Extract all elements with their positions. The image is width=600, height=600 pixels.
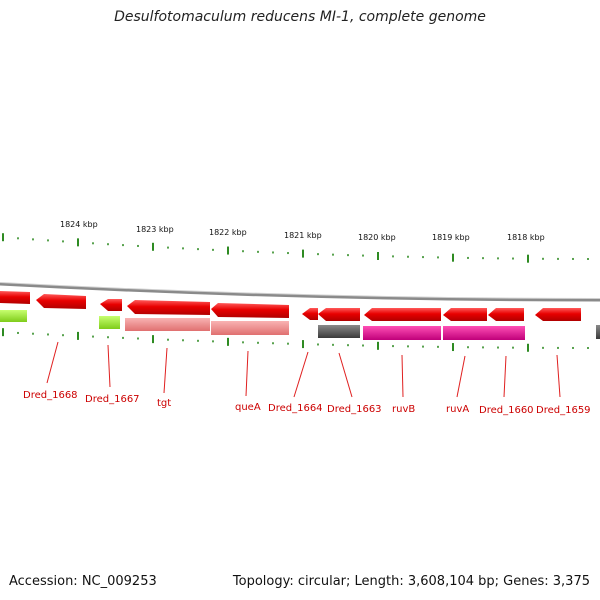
scale-ticks-top (2, 233, 589, 263)
genome-backbone (0, 282, 600, 302)
gene-label[interactable]: Dred_1663 (327, 404, 382, 415)
kbp-label: 1824 kbp (60, 220, 98, 229)
gene-arrow[interactable] (535, 308, 581, 321)
kbp-label: 1818 kbp (507, 233, 545, 242)
gene-box[interactable] (443, 326, 525, 340)
gene-arrow[interactable] (302, 308, 318, 320)
accession-label: Accession: NC_009253 (9, 574, 157, 589)
gene-arrow[interactable] (127, 300, 210, 315)
label-leaders (46, 341, 561, 398)
genome-stats-label: Topology: circular; Length: 3,608,104 bp… (232, 574, 590, 589)
gene-arrow[interactable] (364, 308, 441, 321)
page-title: Desulfotomaculum reducens MI-1, complete… (114, 9, 486, 25)
gene-box[interactable] (0, 310, 27, 322)
gene-arrow[interactable] (0, 291, 30, 304)
kbp-label: 1822 kbp (209, 228, 247, 237)
gene-box[interactable] (125, 318, 210, 331)
kbp-label: 1823 kbp (136, 225, 174, 234)
genome-backbone-highlight (0, 282, 600, 299)
gene-box[interactable] (211, 321, 289, 335)
gene-box[interactable] (318, 325, 360, 338)
gene-label[interactable]: Dred_1659 (536, 405, 591, 416)
gene-label[interactable]: Dred_1664 (268, 403, 323, 414)
gene-arrow[interactable] (100, 299, 122, 311)
gene-label[interactable]: ruvB (392, 404, 415, 415)
gene-arrow[interactable] (443, 308, 487, 321)
gene-labels: Dred_1668 Dred_1667 tgt queA Dred_1664 D… (23, 390, 591, 416)
scale-ticks-bottom (2, 328, 589, 352)
gene-label[interactable]: Dred_1660 (479, 405, 534, 416)
kbp-labels: 1824 kbp 1823 kbp 1822 kbp 1821 kbp 1820… (60, 220, 545, 242)
kbp-label: 1819 kbp (432, 233, 470, 242)
gene-features-row-1 (0, 291, 581, 321)
gene-label[interactable]: tgt (157, 398, 171, 409)
gene-label[interactable]: Dred_1667 (85, 394, 140, 405)
gene-features-row-2 (0, 310, 600, 340)
gene-arrow[interactable] (318, 308, 360, 321)
gene-box[interactable] (363, 326, 441, 340)
gene-arrow[interactable] (488, 308, 524, 321)
kbp-label: 1820 kbp (358, 233, 396, 242)
gene-box[interactable] (99, 316, 120, 329)
gene-arrow[interactable] (36, 294, 86, 309)
gene-arrow[interactable] (211, 303, 289, 318)
gene-label[interactable]: queA (235, 402, 261, 413)
gene-label[interactable]: Dred_1668 (23, 390, 78, 401)
kbp-label: 1821 kbp (284, 231, 322, 240)
gene-label[interactable]: ruvA (446, 404, 469, 415)
gene-box[interactable] (596, 325, 600, 339)
